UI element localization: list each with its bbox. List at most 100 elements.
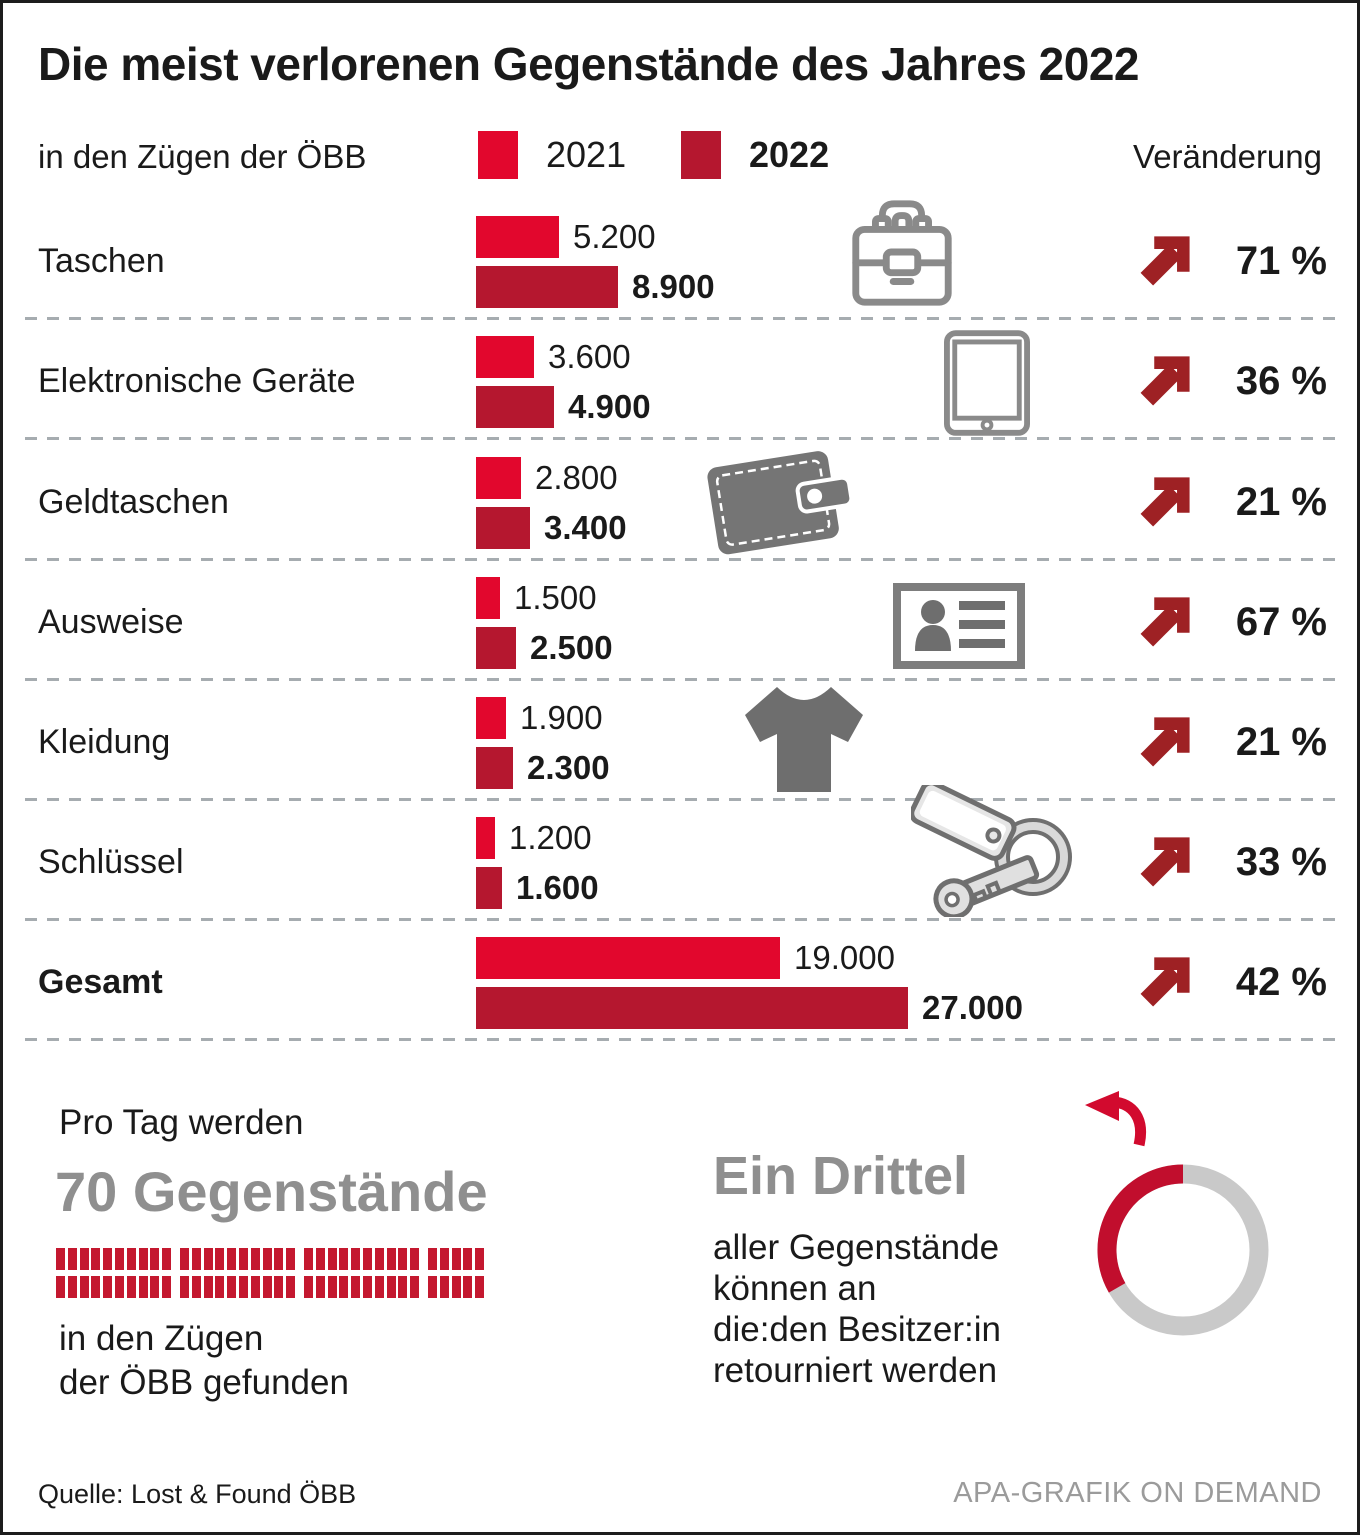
returned-line4: retourniert werden bbox=[713, 1351, 998, 1390]
unit-mark bbox=[303, 1276, 313, 1298]
change-percent: 71 % bbox=[1235, 239, 1327, 283]
unit-mark bbox=[386, 1276, 396, 1298]
category-row: Ausweise 1.500 2.500 67 % bbox=[3, 560, 1357, 681]
bar-2021 bbox=[476, 697, 506, 739]
unit-row bbox=[56, 1248, 487, 1270]
unit-mark bbox=[138, 1276, 148, 1298]
legend-label-2022: 2022 bbox=[749, 134, 830, 175]
category-label: Taschen bbox=[38, 241, 165, 280]
per-day-note-line1: in den Zügen bbox=[59, 1319, 264, 1358]
up-right-arrow-icon bbox=[1140, 477, 1190, 527]
page-title: Die meist verlorenen Gegenstände des Jah… bbox=[38, 38, 1139, 90]
unit-mark bbox=[386, 1248, 396, 1270]
unit-mark bbox=[250, 1276, 260, 1298]
bar-2021 bbox=[476, 216, 559, 258]
unit-mark bbox=[262, 1248, 272, 1270]
bar-2021 bbox=[476, 817, 495, 859]
value-2021: 3.600 bbox=[548, 338, 631, 375]
unit-mark bbox=[327, 1276, 337, 1298]
unit-mark bbox=[410, 1276, 420, 1298]
unit-mark bbox=[238, 1276, 248, 1298]
bar-2022 bbox=[476, 627, 516, 669]
unit-mark bbox=[191, 1248, 201, 1270]
unit-mark bbox=[150, 1248, 160, 1270]
unit-mark bbox=[56, 1276, 65, 1298]
value-2022: 1.600 bbox=[516, 869, 599, 906]
value-2021: 5.200 bbox=[573, 218, 656, 255]
category-row: Taschen 5.200 8.900 71 % bbox=[3, 199, 1357, 320]
up-right-arrow-icon bbox=[1140, 356, 1190, 406]
value-2021: 1.500 bbox=[514, 579, 597, 616]
unit-mark bbox=[179, 1248, 189, 1270]
unit-mark bbox=[339, 1276, 349, 1298]
unit-mark bbox=[103, 1248, 113, 1270]
bar-2022 bbox=[476, 386, 554, 428]
bar-2022 bbox=[476, 987, 908, 1029]
category-label: Gesamt bbox=[38, 962, 163, 1001]
returned-line3: die:den Besitzer:in bbox=[713, 1310, 1001, 1349]
category-row: Elektronische Geräte 3.600 4.900 36 % bbox=[3, 319, 1357, 440]
donut-chart bbox=[1097, 1164, 1269, 1336]
per-day-note-line2: der ÖBB gefunden bbox=[59, 1363, 349, 1402]
category-label: Geldtaschen bbox=[38, 482, 229, 521]
unit-mark bbox=[451, 1276, 461, 1298]
unit-mark bbox=[227, 1248, 237, 1270]
unit-mark bbox=[126, 1248, 136, 1270]
unit-mark bbox=[475, 1248, 485, 1270]
unit-mark bbox=[439, 1276, 449, 1298]
unit-mark bbox=[463, 1276, 473, 1298]
wallet-icon bbox=[707, 451, 854, 555]
category-row: Geldtaschen 2.800 3.400 21 % bbox=[3, 440, 1357, 561]
category-label: Ausweise bbox=[38, 602, 184, 641]
unit-mark bbox=[227, 1276, 237, 1298]
bar-2021 bbox=[476, 577, 500, 619]
up-right-arrow-icon bbox=[1140, 597, 1190, 647]
unit-mark bbox=[67, 1276, 77, 1298]
category-row: Schlüssel 1.200 1.600 33 % bbox=[3, 800, 1357, 921]
change-column-header: Veränderung bbox=[1133, 138, 1322, 175]
unit-mark bbox=[398, 1276, 408, 1298]
unit-mark bbox=[150, 1276, 160, 1298]
category-label: Kleidung bbox=[38, 722, 171, 761]
bar-2022 bbox=[476, 867, 502, 909]
legend-swatch-2021 bbox=[478, 131, 518, 179]
unit-mark bbox=[215, 1276, 225, 1298]
change-percent: 21 % bbox=[1235, 720, 1327, 764]
value-2021: 1.200 bbox=[509, 819, 592, 856]
change-percent: 21 % bbox=[1235, 480, 1327, 524]
unit-mark bbox=[315, 1276, 325, 1298]
returned-headline: Ein Drittel bbox=[713, 1146, 969, 1206]
up-right-arrow-icon bbox=[1140, 717, 1190, 767]
unit-mark bbox=[410, 1248, 420, 1270]
change-percent: 36 % bbox=[1235, 359, 1327, 403]
returned-text: aller Gegenstände können an die:den Besi… bbox=[713, 1227, 1001, 1391]
tshirt-icon bbox=[745, 687, 863, 792]
unit-mark bbox=[114, 1248, 124, 1270]
unit-mark bbox=[439, 1248, 449, 1270]
value-2022: 27.000 bbox=[922, 989, 1023, 1026]
unit-mark bbox=[463, 1248, 473, 1270]
value-2021: 19.000 bbox=[794, 939, 895, 976]
legend-label-2021: 2021 bbox=[546, 134, 627, 175]
unit-mark bbox=[274, 1248, 284, 1270]
unit-mark bbox=[103, 1276, 113, 1298]
unit-mark bbox=[203, 1248, 213, 1270]
value-2022: 8.900 bbox=[632, 268, 715, 305]
unit-mark bbox=[238, 1248, 248, 1270]
category-label: Elektronische Geräte bbox=[38, 361, 356, 400]
unit-mark bbox=[162, 1248, 172, 1270]
bar-2021 bbox=[476, 937, 780, 979]
donut-red-segment bbox=[1097, 1164, 1184, 1293]
row-divider bbox=[25, 558, 1341, 561]
unit-mark bbox=[79, 1276, 89, 1298]
returned-line1: aller Gegenstände bbox=[713, 1228, 1000, 1267]
row-divider bbox=[25, 678, 1341, 681]
unit-mark bbox=[339, 1248, 349, 1270]
unit-mark bbox=[351, 1276, 361, 1298]
unit-mark bbox=[374, 1276, 384, 1298]
unit-mark bbox=[398, 1248, 408, 1270]
unit-mark bbox=[203, 1276, 213, 1298]
value-2022: 4.900 bbox=[568, 388, 651, 425]
unit-mark bbox=[138, 1248, 148, 1270]
